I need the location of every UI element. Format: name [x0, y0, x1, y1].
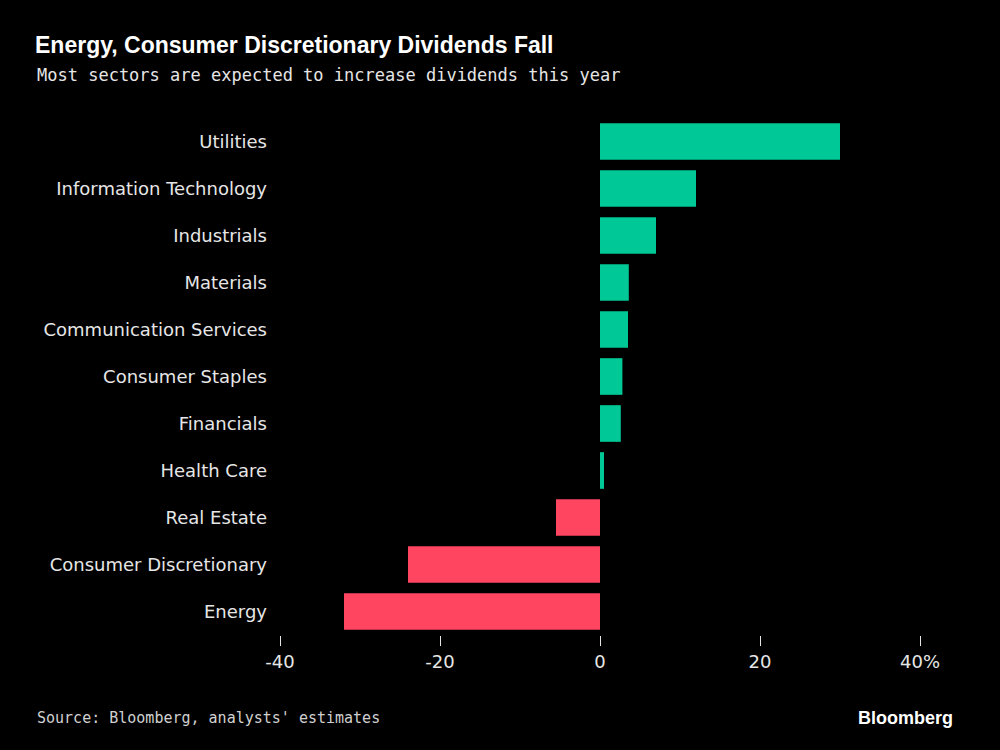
svg-text:Source: Bloomberg, analysts' e: Source: Bloomberg, analysts' estimates: [37, 709, 380, 727]
svg-text:Information Technology: Information Technology: [56, 178, 267, 199]
svg-text:-20: -20: [425, 651, 454, 672]
svg-text:Real Estate: Real Estate: [166, 507, 268, 528]
svg-text:Most sectors are expected to i: Most sectors are expected to increase di…: [37, 65, 620, 85]
svg-text:Health Care: Health Care: [160, 460, 267, 481]
svg-text:Bloomberg: Bloomberg: [858, 708, 953, 728]
svg-text:40%: 40%: [900, 651, 940, 672]
svg-text:Energy: Energy: [204, 601, 267, 622]
svg-text:Utilities: Utilities: [199, 131, 267, 152]
svg-text:Materials: Materials: [184, 272, 267, 293]
svg-text:Industrials: Industrials: [173, 225, 267, 246]
svg-text:0: 0: [594, 651, 605, 672]
svg-text:Financials: Financials: [179, 413, 267, 434]
svg-text:-40: -40: [265, 651, 294, 672]
svg-text:Communication Services: Communication Services: [44, 319, 268, 340]
svg-text:Energy, Consumer Discretionary: Energy, Consumer Discretionary Dividends…: [35, 32, 554, 58]
svg-text:Consumer Staples: Consumer Staples: [103, 366, 267, 387]
svg-text:20: 20: [749, 651, 772, 672]
svg-text:Consumer Discretionary: Consumer Discretionary: [50, 554, 268, 575]
